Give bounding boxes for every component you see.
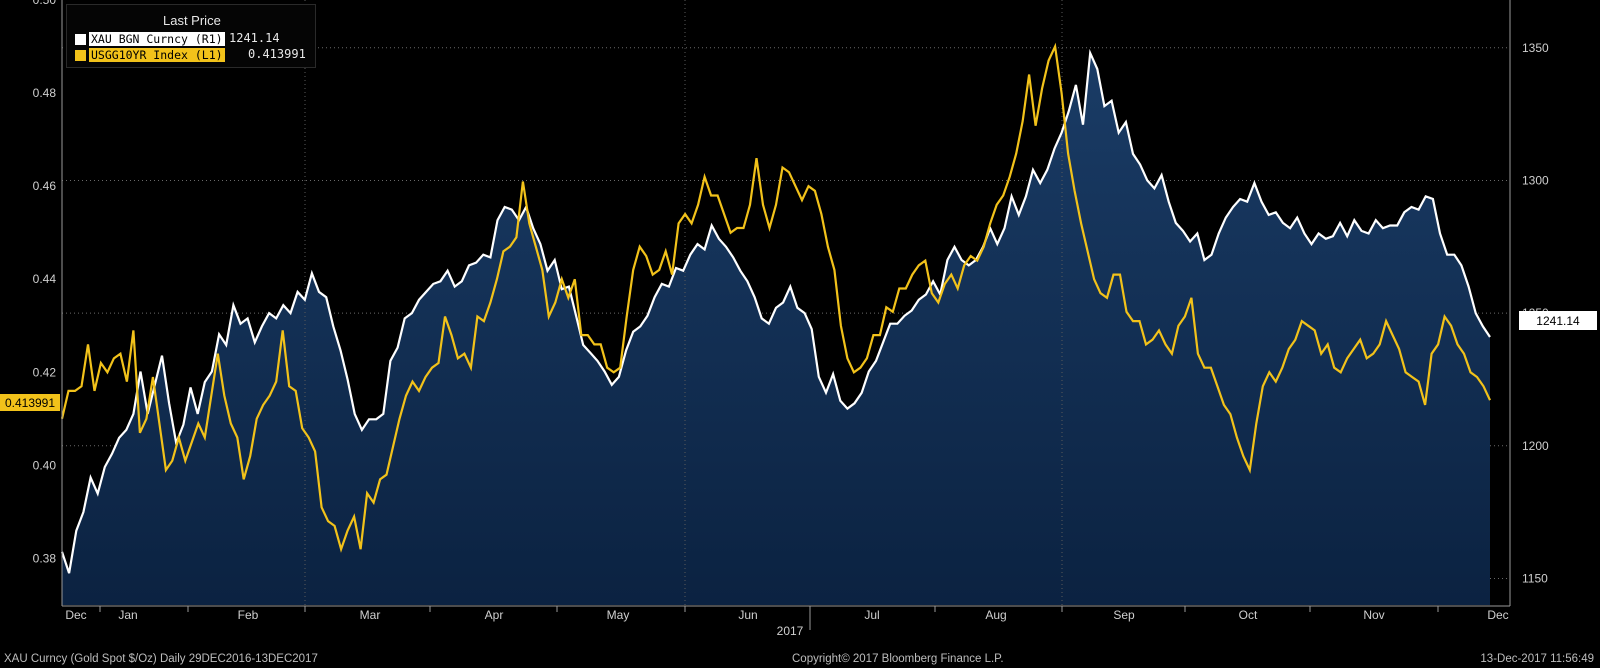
- x-tick-label: Oct: [1239, 608, 1258, 622]
- right-axis: 11501200125013001350: [1509, 0, 1549, 606]
- series-line-yield: [60, 42, 1491, 553]
- right-last-value-badge: 1241.14: [1519, 311, 1597, 330]
- legend-swatch-gold: [75, 33, 86, 45]
- x-tick-label: Nov: [1363, 608, 1384, 622]
- legend-name-yield: USGG10YR Index (L1): [89, 48, 225, 62]
- x-tick-label: Aug: [985, 608, 1006, 622]
- x-tick-label: Feb: [238, 608, 259, 622]
- x-tick-label: Jul: [864, 608, 879, 622]
- left-tick-label: 0.46: [33, 179, 57, 193]
- x-tick-label: Dec: [65, 608, 86, 622]
- left-tick-label: 0.44: [33, 272, 57, 286]
- x-year-label: 2017: [777, 624, 804, 638]
- left-tick-label: 0.38: [33, 551, 57, 565]
- right-last-value-text: 1241.14: [1536, 314, 1580, 328]
- x-tick-label: Apr: [485, 608, 504, 622]
- right-tick-label: 1200: [1522, 439, 1549, 453]
- legend-entry-gold[interactable]: XAU BGN Curncy (R1): [75, 31, 225, 47]
- gold-area-fill: [62, 53, 1490, 606]
- right-tick-label: 1350: [1522, 41, 1549, 55]
- x-tick-label: Mar: [360, 608, 381, 622]
- legend-entry-yield[interactable]: USGG10YR Index (L1): [75, 47, 225, 63]
- footer-copyright: Copyright© 2017 Bloomberg Finance L.P.: [792, 653, 1004, 665]
- x-tick-label: Dec: [1487, 608, 1508, 622]
- right-tick-label: 1150: [1522, 571, 1548, 585]
- legend: Last Price XAU BGN Curncy (R1) 1241.14 U…: [66, 4, 316, 68]
- right-tick-label: 1300: [1522, 173, 1549, 187]
- left-axis: 0.38 0.40 0.42 0.44 0.46 0.48 0.50: [33, 0, 63, 606]
- series-line-gold: [60, 48, 1491, 574]
- left-tick-label: 0.48: [33, 86, 57, 100]
- legend-header: Last Price: [163, 13, 221, 28]
- x-axis: Dec Jan Feb Mar Apr May Jun Jul Aug Sep Oct Nov Dec: [62, 605, 1510, 630]
- left-tick-label: 0.50: [33, 0, 57, 7]
- x-tick-label: Sep: [1113, 608, 1135, 622]
- footer-security-info: XAU Curncy (Gold Spot $/Oz) Daily 29DEC2…: [4, 653, 318, 665]
- legend-value-gold: 1241.14: [229, 31, 280, 45]
- legend-name-gold: XAU BGN Curncy (R1): [89, 32, 225, 46]
- legend-swatch-yield: [75, 49, 86, 61]
- x-tick-label: Jan: [118, 608, 137, 622]
- left-tick-label: 0.40: [33, 458, 57, 472]
- x-tick-label: May: [607, 608, 630, 622]
- left-tick-label: 0.42: [33, 365, 57, 379]
- legend-value-yield: 0.413991: [248, 47, 306, 61]
- left-last-value-badge: 0.413991: [0, 394, 60, 411]
- footer-timestamp: 13-Dec-2017 11:56:49: [1480, 653, 1594, 665]
- left-last-value-text: 0.413991: [5, 396, 55, 410]
- x-tick-label: Jun: [738, 608, 757, 622]
